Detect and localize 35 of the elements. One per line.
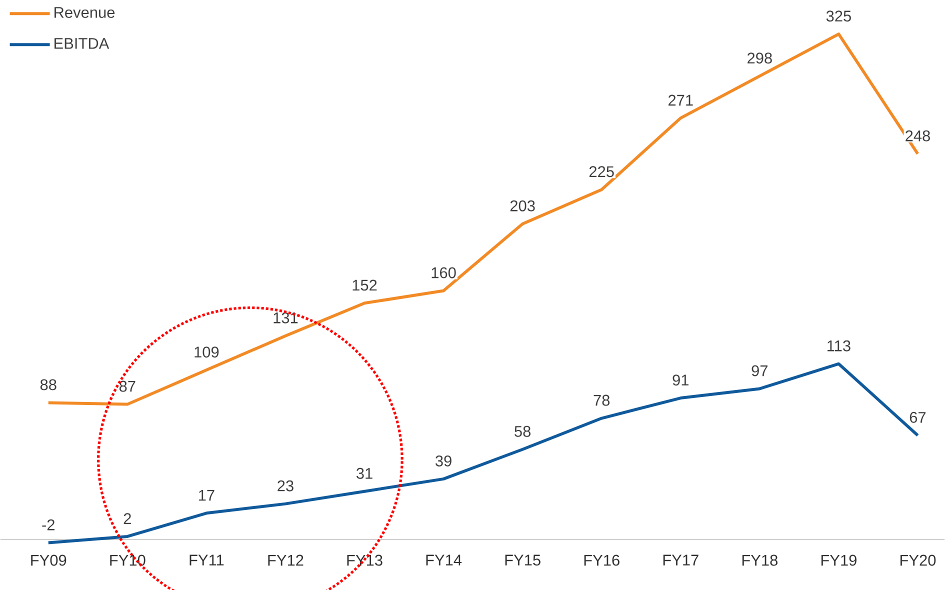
data-label: -2: [42, 520, 54, 530]
data-label: 67: [910, 412, 926, 424]
data-label: 97: [752, 366, 768, 376]
data-label: 2: [124, 513, 131, 524]
data-label: 160: [432, 268, 456, 278]
x-tick-label: FY11: [190, 555, 224, 566]
data-label: 23: [278, 480, 294, 492]
data-label: 58: [514, 426, 531, 438]
data-label: 113: [828, 340, 850, 352]
data-label: 39: [436, 456, 452, 467]
data-label: 248: [906, 130, 930, 142]
data-label: 31: [356, 468, 372, 480]
x-tick-label: FY20: [900, 555, 936, 566]
data-label: 91: [672, 374, 688, 386]
legend-label: Revenue: [54, 7, 115, 18]
data-label: 225: [589, 166, 614, 178]
data-label: 325: [826, 10, 851, 22]
data-label: 88: [40, 380, 56, 390]
x-tick-label: FY19: [821, 555, 856, 566]
data-label: 203: [510, 200, 535, 212]
x-tick-label: FY15: [505, 555, 540, 566]
data-label: 87: [119, 381, 136, 392]
x-tick-label: FY17: [663, 555, 698, 566]
x-tick-label: FY18: [742, 555, 778, 566]
data-label: 298: [748, 52, 772, 64]
x-tick-label: FY09: [31, 555, 66, 566]
data-label: 17: [199, 490, 214, 501]
x-tick-label: FY12: [268, 555, 304, 566]
data-label: 78: [594, 395, 610, 406]
x-tick-label: FY14: [426, 555, 462, 566]
data-label: 152: [352, 280, 377, 291]
x-tick-label: FY16: [584, 555, 620, 566]
legend-label: EBITDA: [54, 38, 110, 49]
data-label: 271: [668, 95, 693, 106]
data-label: 109: [194, 346, 219, 358]
